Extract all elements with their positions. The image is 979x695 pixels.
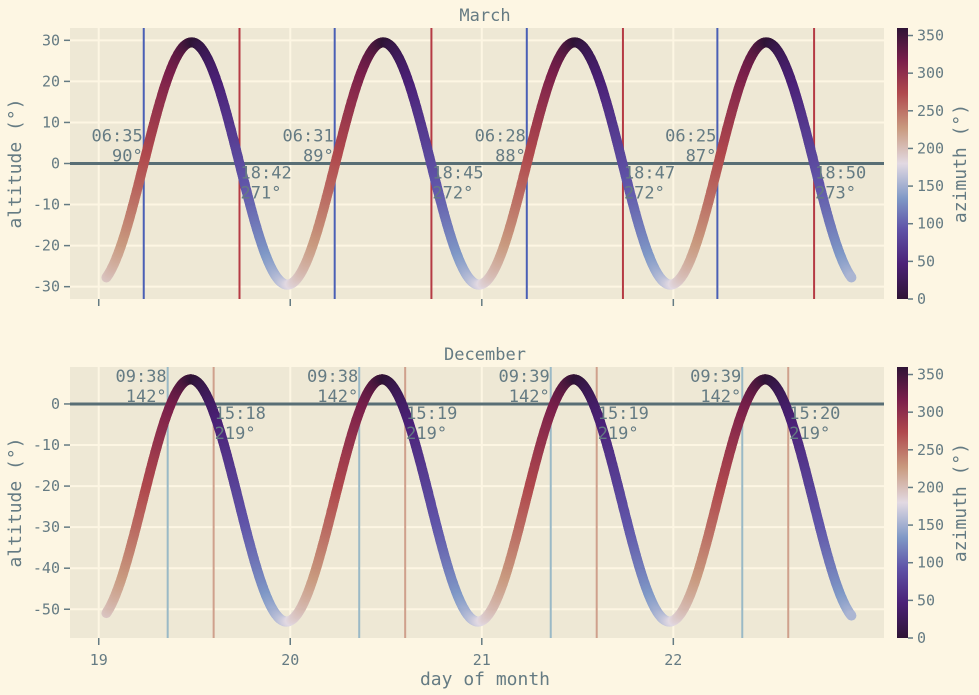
- sunrise-time-label: 06:28: [475, 127, 526, 147]
- sunset-time-label: 18:42: [241, 164, 292, 184]
- sunset-time-label: 18:47: [624, 164, 675, 184]
- sun-path-point: [846, 610, 857, 621]
- sunset-azimuth-label: 219°: [789, 424, 830, 444]
- colorbar: [897, 28, 908, 299]
- y-tick-label: 20: [42, 72, 60, 90]
- colorbar-tick-label: 150: [917, 177, 944, 195]
- colorbar-tick-label: 250: [917, 441, 944, 459]
- y-tick-label: -30: [33, 518, 60, 536]
- colorbar: [897, 367, 908, 638]
- y-tick-label: -10: [33, 436, 60, 454]
- colorbar-tick-label: 250: [917, 102, 944, 120]
- sunset-time-label: 18:50: [815, 164, 866, 184]
- sunset-time-label: 18:45: [432, 164, 483, 184]
- sunset-time-label: 15:20: [789, 404, 840, 424]
- y-tick-label: 0: [51, 155, 60, 173]
- y-tick-label: 0: [51, 395, 60, 413]
- colorbar-tick-label: 300: [917, 403, 944, 421]
- colorbar-tick-label: 300: [917, 64, 944, 82]
- sunset-time-label: 15:18: [215, 404, 266, 424]
- sunset-azimuth-label: 273°: [815, 184, 856, 204]
- y-tick-label: -20: [33, 237, 60, 255]
- y-tick-label: -10: [33, 196, 60, 214]
- sunset-azimuth-label: 219°: [406, 424, 447, 444]
- y-tick-label: 30: [42, 31, 60, 49]
- sunrise-time-label: 06:31: [283, 127, 334, 147]
- colorbar-tick-label: 200: [917, 478, 944, 496]
- march-panel: 06:3590°18:42271°06:3189°18:45272°06:288…: [5, 6, 971, 308]
- sun-path-points: [101, 37, 857, 290]
- sun-path-point: [846, 272, 857, 283]
- x-tick-label: 19: [90, 651, 108, 669]
- sunrise-time-label: 09:39: [690, 367, 741, 387]
- y-tick-label: 10: [42, 113, 60, 131]
- sunrise-azimuth-label: 88°: [495, 147, 526, 167]
- sunset-azimuth-label: 219°: [598, 424, 639, 444]
- december-panel: 09:38142°15:18219°09:38142°15:19219°09:3…: [5, 345, 971, 690]
- colorbar-tick-label: 50: [917, 591, 935, 609]
- colorbar-tick-label: 150: [917, 516, 944, 534]
- sunset-azimuth-label: 272°: [624, 184, 665, 204]
- sunset-time-label: 15:19: [598, 404, 649, 424]
- y-axis-label: altitude (°): [5, 437, 26, 567]
- plot-area: [70, 367, 884, 638]
- sunset-time-label: 15:19: [406, 404, 457, 424]
- y-tick-label: -30: [33, 278, 60, 296]
- x-tick-label: 21: [473, 651, 491, 669]
- sunset-azimuth-label: 271°: [241, 184, 282, 204]
- colorbar-tick-label: 0: [917, 629, 926, 647]
- x-tick-label: 22: [664, 651, 682, 669]
- x-axis-label: day of month: [420, 669, 550, 690]
- sunrise-azimuth-label: 142°: [317, 387, 358, 407]
- sunrise-azimuth-label: 89°: [303, 147, 334, 167]
- colorbar-tick-label: 50: [917, 252, 935, 270]
- colorbar-tick-label: 350: [917, 366, 944, 384]
- colorbar-tick-label: 0: [917, 290, 926, 308]
- panel-title: March: [459, 6, 510, 26]
- colorbar-tick-label: 100: [917, 215, 944, 233]
- colorbar-tick-label: 350: [917, 27, 944, 45]
- sunrise-time-label: 06:35: [92, 127, 143, 147]
- sunrise-time-label: 09:38: [307, 367, 358, 387]
- colorbar-label: azimuth (°): [950, 104, 971, 223]
- sunset-azimuth-label: 272°: [432, 184, 473, 204]
- panel-title: December: [444, 345, 526, 365]
- sunrise-time-label: 06:25: [665, 127, 716, 147]
- sunset-azimuth-label: 219°: [215, 424, 256, 444]
- sunrise-azimuth-label: 142°: [509, 387, 550, 407]
- colorbar-tick-label: 100: [917, 554, 944, 572]
- sunrise-azimuth-label: 87°: [686, 147, 717, 167]
- colorbar-tick-label: 200: [917, 139, 944, 157]
- sunrise-azimuth-label: 142°: [700, 387, 741, 407]
- x-tick-label: 20: [281, 651, 299, 669]
- sunrise-time-label: 09:39: [499, 367, 550, 387]
- sunrise-azimuth-label: 142°: [126, 387, 167, 407]
- y-tick-label: -20: [33, 477, 60, 495]
- sunrise-azimuth-label: 90°: [112, 147, 143, 167]
- y-axis-label: altitude (°): [5, 98, 26, 228]
- colorbar-label: azimuth (°): [950, 443, 971, 562]
- sun-path-points: [101, 374, 857, 627]
- y-tick-label: -50: [33, 600, 60, 618]
- sunrise-time-label: 09:38: [115, 367, 166, 387]
- y-tick-label: -40: [33, 559, 60, 577]
